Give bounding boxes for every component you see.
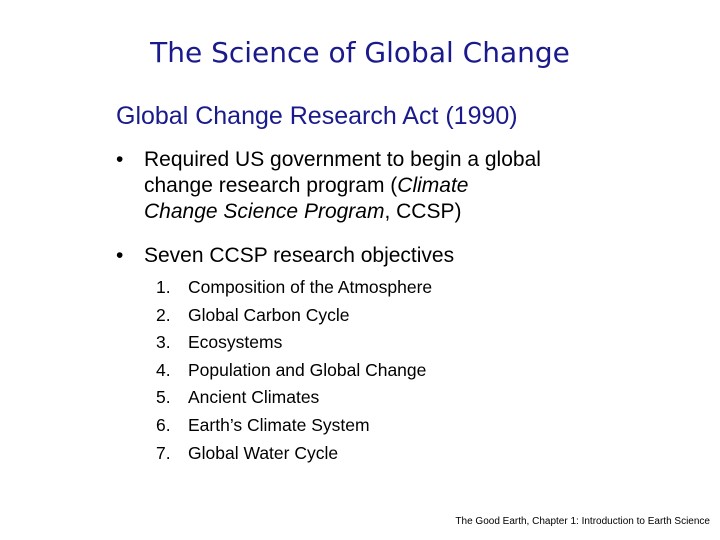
objective-number: 5. (156, 387, 171, 408)
program-name-italic: Climate (397, 174, 469, 197)
objective-item: 5. Ancient Climates (156, 384, 516, 412)
objective-item: 4. Population and Global Change (156, 357, 516, 385)
bullet-line-text: , CCSP) (384, 200, 462, 223)
slide-footer: The Good Earth, Chapter 1: Introduction … (455, 516, 710, 527)
objective-item: 3. Ecosystems (156, 329, 516, 357)
objective-item: 6. Earth’s Climate System (156, 412, 516, 440)
objective-text: Population and Global Change (188, 359, 427, 380)
bullet-line-text: change research program ( (144, 174, 398, 197)
bullet-line: change research program (Climate (144, 173, 541, 199)
objective-item: 7. Global Water Cycle (156, 440, 516, 468)
objective-item: 1. Composition of the Atmosphere (156, 274, 516, 302)
objective-text: Ancient Climates (188, 387, 320, 408)
bullet-line: Change Science Program, CCSP) (144, 199, 541, 225)
objectives-list: 1. Composition of the Atmosphere 2. Global… (156, 274, 516, 467)
objective-text: Ecosystems (188, 332, 283, 353)
bullet-text: Required US government to begin a global… (144, 147, 541, 225)
objective-item: 2. Global Carbon Cycle (156, 302, 516, 330)
objective-number: 4. (156, 359, 171, 380)
slide-subtitle: Global Change Research Act (1990) (116, 102, 518, 130)
objective-number: 2. (156, 304, 171, 325)
slide-title: The Science of Global Change (150, 36, 570, 69)
objective-text: Earth’s Climate System (188, 414, 370, 435)
objective-text: Global Water Cycle (188, 442, 339, 463)
bullet-symbol: • (116, 148, 124, 171)
objective-number: 3. (156, 332, 171, 353)
bullet-line: Required US government to begin a global (144, 148, 541, 171)
objective-number: 6. (156, 414, 171, 435)
objective-text: Composition of the Atmosphere (188, 277, 433, 297)
bullet-item: • Required US government to begin a glob… (116, 147, 636, 227)
objective-text: Global Carbon Cycle (188, 304, 350, 325)
objective-number: 7. (156, 442, 171, 463)
objective-number: 1. (156, 277, 171, 297)
bullet-text: Seven CCSP research objectives (144, 244, 455, 267)
program-name-italic: Change Science Program (144, 200, 385, 223)
bullet-item: • Seven CCSP research objectives (116, 243, 636, 271)
bullet-symbol: • (116, 244, 124, 267)
